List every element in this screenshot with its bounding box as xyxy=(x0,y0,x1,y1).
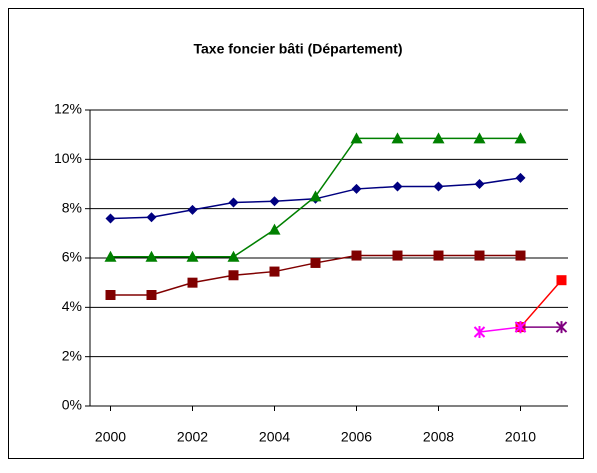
marker xyxy=(556,275,567,286)
series-line xyxy=(479,326,521,333)
marker xyxy=(269,266,280,277)
y-tick-label: 4% xyxy=(62,298,82,314)
y-tick-label: 6% xyxy=(62,249,82,265)
x-tick-label: 2006 xyxy=(341,429,372,445)
marker xyxy=(515,172,526,183)
marker xyxy=(350,132,363,144)
marker xyxy=(351,250,362,261)
marker xyxy=(105,213,116,224)
marker xyxy=(392,181,403,192)
marker xyxy=(187,277,198,288)
marker xyxy=(433,181,444,192)
marker xyxy=(268,223,281,235)
marker xyxy=(310,257,321,268)
x-tick-label: 2000 xyxy=(95,429,126,445)
x-tick-label: 2008 xyxy=(423,429,454,445)
marker xyxy=(146,290,157,300)
marker xyxy=(146,212,157,223)
marker xyxy=(514,321,527,334)
y-tick-label: 10% xyxy=(54,150,82,166)
marker xyxy=(228,270,239,281)
marker xyxy=(309,190,322,202)
marker xyxy=(351,183,362,194)
marker xyxy=(555,321,568,334)
chart-frame xyxy=(8,8,584,459)
x-tick-label: 2004 xyxy=(259,429,290,445)
marker xyxy=(474,179,485,189)
y-tick-label: 2% xyxy=(62,347,82,363)
marker xyxy=(392,250,403,261)
series-line xyxy=(519,279,563,328)
marker xyxy=(104,250,117,262)
marker xyxy=(433,250,444,261)
y-tick-label: 12% xyxy=(54,101,82,117)
marker xyxy=(473,326,486,338)
marker xyxy=(514,132,527,144)
marker xyxy=(187,204,198,215)
marker xyxy=(269,196,280,207)
chart-title: Taxe foncier bâti (Département) xyxy=(193,41,402,57)
y-tick-label: 8% xyxy=(62,199,82,215)
marker xyxy=(186,250,199,262)
marker xyxy=(391,132,404,144)
marker xyxy=(473,132,486,144)
y-tick-label: 0% xyxy=(62,397,82,413)
marker xyxy=(145,250,158,262)
x-tick-label: 2002 xyxy=(177,429,208,445)
marker xyxy=(227,250,240,262)
x-tick-label: 2010 xyxy=(505,429,536,445)
marker xyxy=(515,250,526,261)
marker xyxy=(228,197,239,208)
marker xyxy=(432,132,445,144)
marker xyxy=(474,250,485,261)
marker xyxy=(105,290,116,300)
